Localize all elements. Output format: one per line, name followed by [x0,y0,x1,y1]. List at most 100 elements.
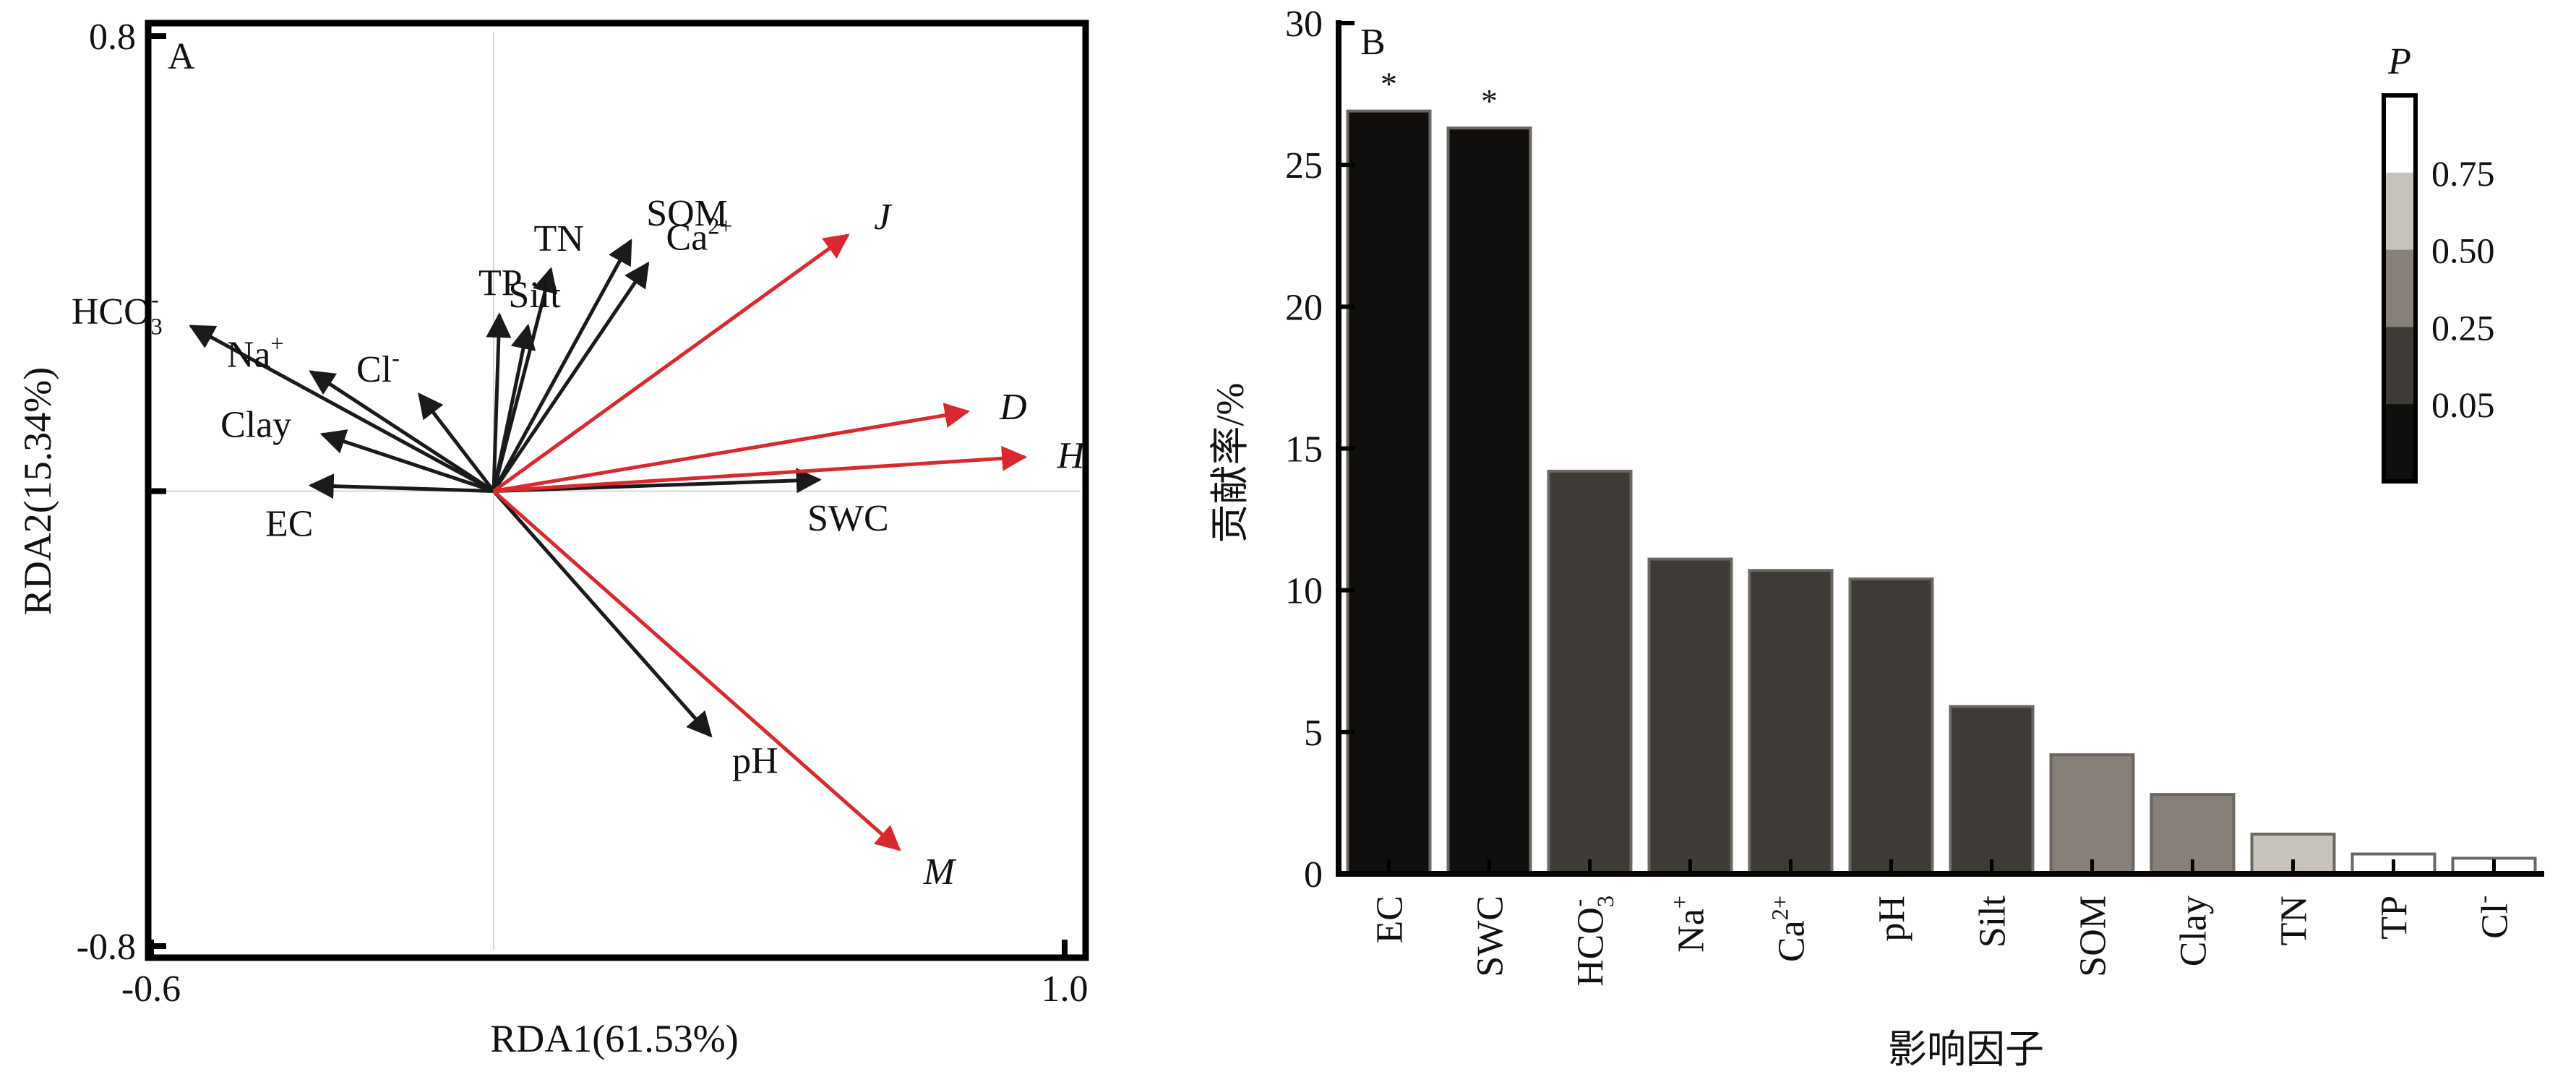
x-tick-label-group: pH [1872,896,1913,942]
environment-vector-label: HCO3- [72,286,163,339]
x-tick-labels: EC SWC HCO3- Na+ Ca2+ pH Silt SOM Clay TN TP Cl- [1370,895,2516,986]
x-axis-label: RDA1(61.53%) [490,1017,738,1060]
significance-marks: * * [1381,66,1498,120]
x-tick-label-group: Ca2+ [1767,896,1813,962]
y-axis-label: RDA2(15.34%) [16,367,59,615]
x-tick-label: HCO3- [1566,896,1618,987]
legend-swatches [2384,95,2416,482]
x-tick-label: -0.6 [121,969,181,1010]
legend-swatch [2384,95,2416,173]
y-tick-label: 10 [1285,571,1323,612]
legend-tick-label: 0.05 [2431,385,2495,425]
response-vector-arrow [492,233,850,493]
legend-tick-labels: 0.05 0.25 0.50 0.75 [2431,153,2495,425]
x-tick-label: TP [2374,896,2416,940]
significance-star: * [1381,66,1397,103]
environment-vector-arrow [319,429,494,493]
environment-vector-arrow [309,370,495,493]
x-tick-label-group: Silt [1972,895,2014,948]
environment-vector-label: Ca2+ [666,213,733,259]
x-tick-label: pH [1872,896,1913,942]
x-tick-label: Silt [1972,895,2014,948]
y-tick-label: 20 [1285,287,1323,328]
legend-swatch [2384,327,2416,405]
legend-swatch [2384,249,2416,328]
legend-tick-label: 0.25 [2431,307,2495,348]
response-vector-arrow [493,403,971,493]
x-tick-label-group: Na+ [1667,896,1712,953]
x-tick-label: Cl- [2470,896,2516,939]
legend-frame [2382,93,2418,484]
environment-vector-arrow [491,239,632,492]
environment-vector-arrow [486,312,512,491]
environment-vector-arrow [418,392,495,493]
legend-tick-label: 0.75 [2431,153,2495,194]
environment-vector-label: pH [732,741,778,782]
response-vector-label: M [923,851,957,893]
response-vector-label: H [1057,435,1086,476]
y-tick-label: 25 [1285,145,1323,186]
legend-swatch [2384,404,2416,482]
x-tick-label-group: Clay [2173,896,2215,966]
bar [1949,705,2035,875]
response-vector-arrow [492,489,901,851]
bar [1647,557,1733,875]
environment-vector-arrow [308,473,494,499]
response-vector-arrow [493,445,1028,493]
bar [1547,469,1633,875]
bar [1446,126,1532,875]
y-tick-label: 5 [1304,713,1323,754]
y-tick-labels: 0 5 10 15 20 25 30 [1285,4,1323,896]
x-tick-label-group: SOM [2073,896,2114,977]
environment-vector-label: Na+ [227,330,284,376]
x-tick-label: TN [2274,896,2315,945]
x-tick-label: Na+ [1667,896,1712,953]
environment-vector-label: Silt [508,275,561,316]
significance-star: * [1481,82,1498,119]
y-axis-label: 贡献率/% [1208,383,1252,544]
y-tick-label: 0.8 [89,17,136,58]
panel-b-bar-chart: * * EC SWC HCO3-Na+Ca2+ pH Silt SOM Clay TN TP Cl-… [1208,4,2544,1071]
environment-vector-label: EC [265,504,313,545]
panel-label: A [168,36,195,77]
x-tick-label: Ca2+ [1767,896,1813,962]
response-vector-label: D [999,387,1027,428]
y-tick-label: 15 [1285,429,1323,471]
x-tick-label: SWC [1470,896,1511,977]
environment-vector-label: Clay [220,405,291,446]
y-tick-label: -0.8 [77,927,136,968]
environment-vector-label: Cl- [356,345,400,390]
p-value-colorbar-legend: P 0.05 0.25 0.50 0.75 [2382,41,2495,484]
axes [1336,20,2544,877]
environment-vector-label: SWC [807,498,889,539]
bar [1848,577,1934,875]
y-tick-label: 30 [1285,4,1323,45]
panel-label: B [1360,22,1386,63]
x-tick-label: SOM [2073,896,2114,977]
x-tick-label-group: TN [2274,896,2315,945]
legend-title: P [2387,41,2411,82]
bar [1748,569,1834,875]
x-axis-label: 影响因子 [1888,1028,2044,1071]
bar [2049,753,2135,875]
legend-tick-label: 0.50 [2431,231,2495,271]
x-tick-label-group: Cl- [2470,896,2516,939]
environment-vector-arrow [492,489,713,738]
response-vector-label: J [874,197,893,238]
environment-vector-arrow [189,325,495,493]
axis-ticks: 0.8 -0.8-0.6 1.0 [77,17,1089,1010]
x-tick-label: EC [1370,896,1411,943]
x-tick-label: Clay [2173,896,2215,966]
vector-arrows [189,233,1028,851]
legend-swatch [2384,172,2416,251]
environment-vector-label: TN [534,218,584,259]
x-tick-label-group: EC [1370,896,1411,943]
environment-vector-arrow [491,267,558,492]
x-tick-label: 1.0 [1042,969,1089,1010]
y-tick-label: 0 [1304,854,1323,896]
environment-vector-label: TP [478,263,523,304]
x-tick-label-group: SWC [1470,896,1511,977]
x-tick-label-group: TP [2374,896,2416,940]
